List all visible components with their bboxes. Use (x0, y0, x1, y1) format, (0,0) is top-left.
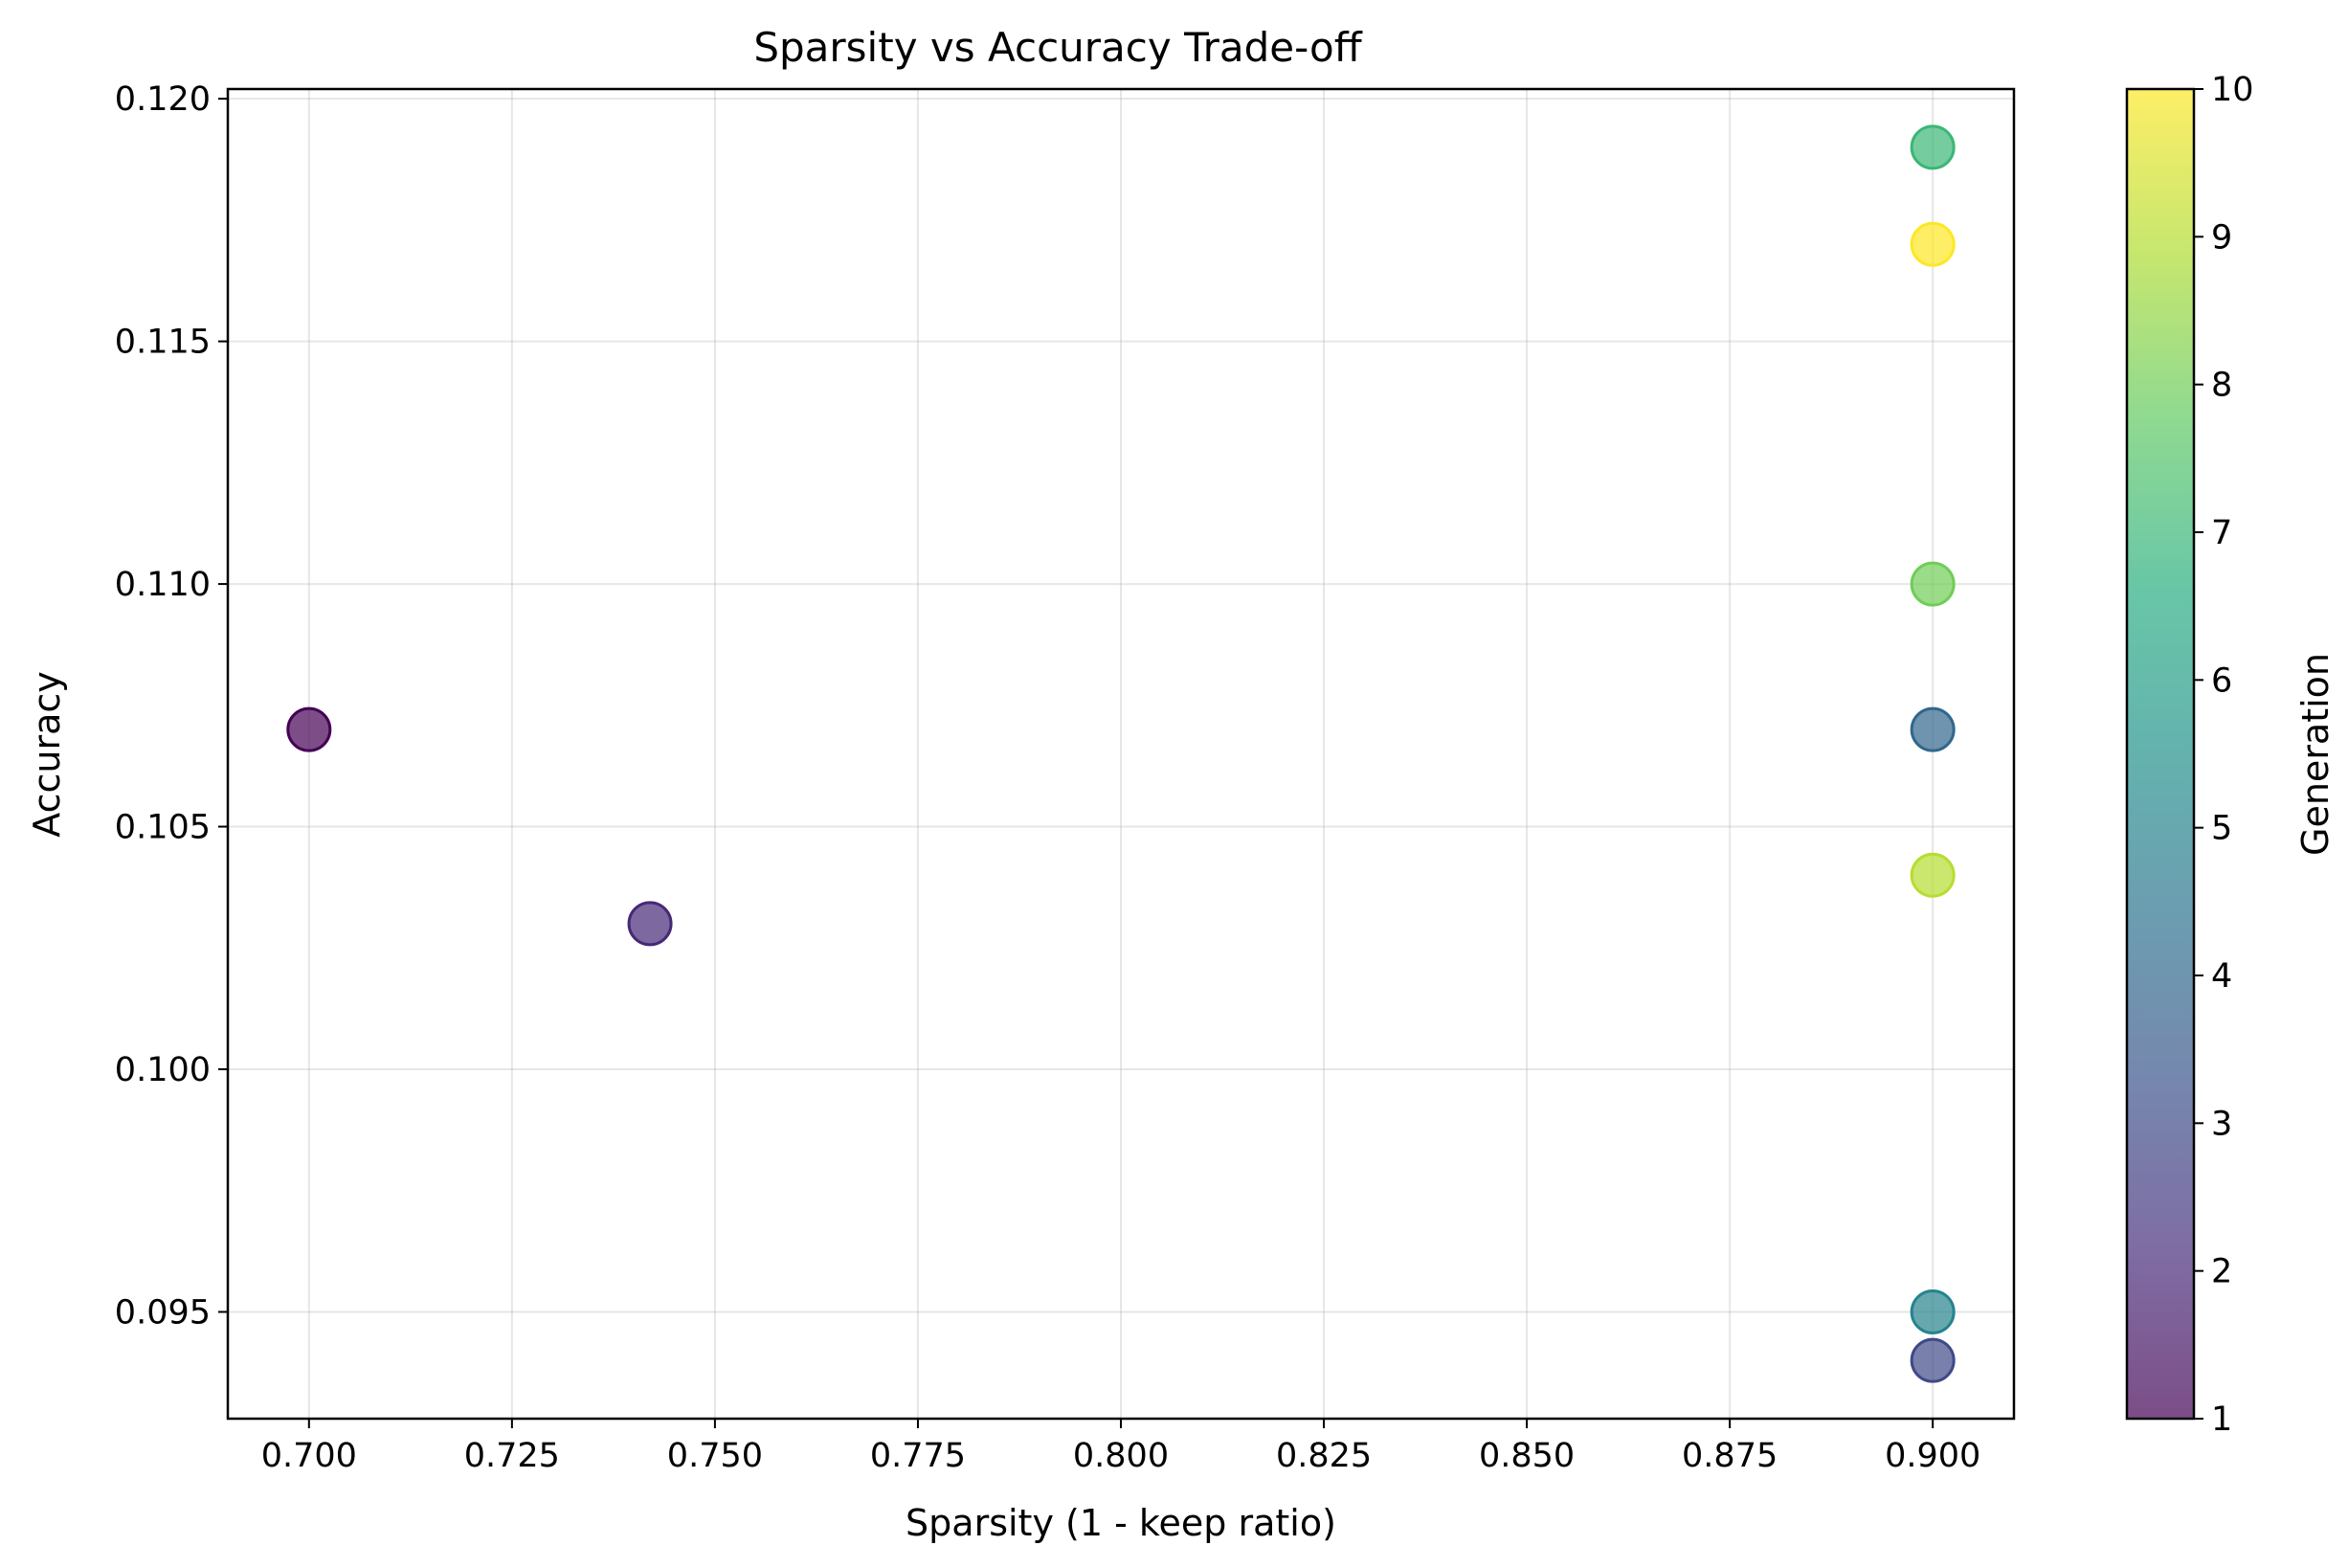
data-point (1910, 852, 1956, 898)
data-point (1910, 561, 1956, 607)
colorbar-tick-label: 7 (2211, 514, 2232, 552)
colorbar: 1 2 3 4 5 6 7 8 9 10 Generation (2125, 71, 2337, 1439)
data-point (1910, 1337, 1956, 1383)
x-tick-label: 0.825 (1276, 1437, 1372, 1475)
x-tick-label: 0.725 (464, 1437, 560, 1475)
y-tick-label: 0.115 (115, 324, 211, 362)
colorbar-ticks: 1 2 3 4 5 6 7 8 9 10 (2194, 71, 2254, 1439)
x-axis-label: Sparsity (1 - keep ratio) (906, 1502, 1336, 1544)
colorbar-frame (2125, 87, 2196, 1421)
colorbar-tick-label: 4 (2211, 957, 2232, 996)
x-tick-label: 0.750 (667, 1437, 763, 1475)
data-points (286, 124, 1956, 1383)
data-point (1910, 1288, 1956, 1334)
y-axis-label: Accuracy (26, 671, 68, 838)
colorbar-tick-label: 9 (2211, 218, 2232, 257)
x-tick-label: 0.900 (1885, 1437, 1980, 1475)
y-tick-label: 0.105 (115, 809, 211, 847)
y-tick-label: 0.095 (115, 1293, 211, 1332)
chart-title: Sparsity vs Accuracy Trade-off (753, 24, 1362, 71)
colorbar-tick-label: 6 (2211, 661, 2232, 700)
x-tick-label: 0.875 (1682, 1437, 1778, 1475)
data-point (627, 901, 673, 947)
data-point (1910, 124, 1956, 170)
colorbar-tick-label: 5 (2211, 810, 2232, 848)
x-axis: 0.700 0.725 0.750 0.775 0.800 0.825 0.850 0.875… (261, 1419, 1980, 1475)
x-tick-label: 0.700 (261, 1437, 357, 1475)
grid-lines (228, 89, 2014, 1419)
y-axis: 0.095 0.100 0.105 0.110 0.115 0.120 (115, 80, 228, 1332)
colorbar-tick-label: 3 (2211, 1105, 2232, 1143)
data-point (286, 706, 332, 752)
colorbar-tick-label: 10 (2211, 71, 2254, 109)
colorbar-tick-label: 1 (2211, 1400, 2232, 1439)
x-tick-label: 0.775 (870, 1437, 966, 1475)
x-tick-label: 0.800 (1073, 1437, 1169, 1475)
y-tick-label: 0.110 (115, 566, 211, 604)
colorbar-label: Generation (2294, 653, 2337, 856)
colorbar-tick-label: 8 (2211, 367, 2232, 405)
y-tick-label: 0.100 (115, 1051, 211, 1089)
x-tick-label: 0.850 (1479, 1437, 1575, 1475)
data-point (1910, 221, 1956, 267)
colorbar-gradient (2127, 89, 2194, 1419)
colorbar-tick-label: 2 (2211, 1253, 2232, 1291)
data-point (1910, 706, 1956, 752)
y-tick-label: 0.120 (115, 80, 211, 119)
